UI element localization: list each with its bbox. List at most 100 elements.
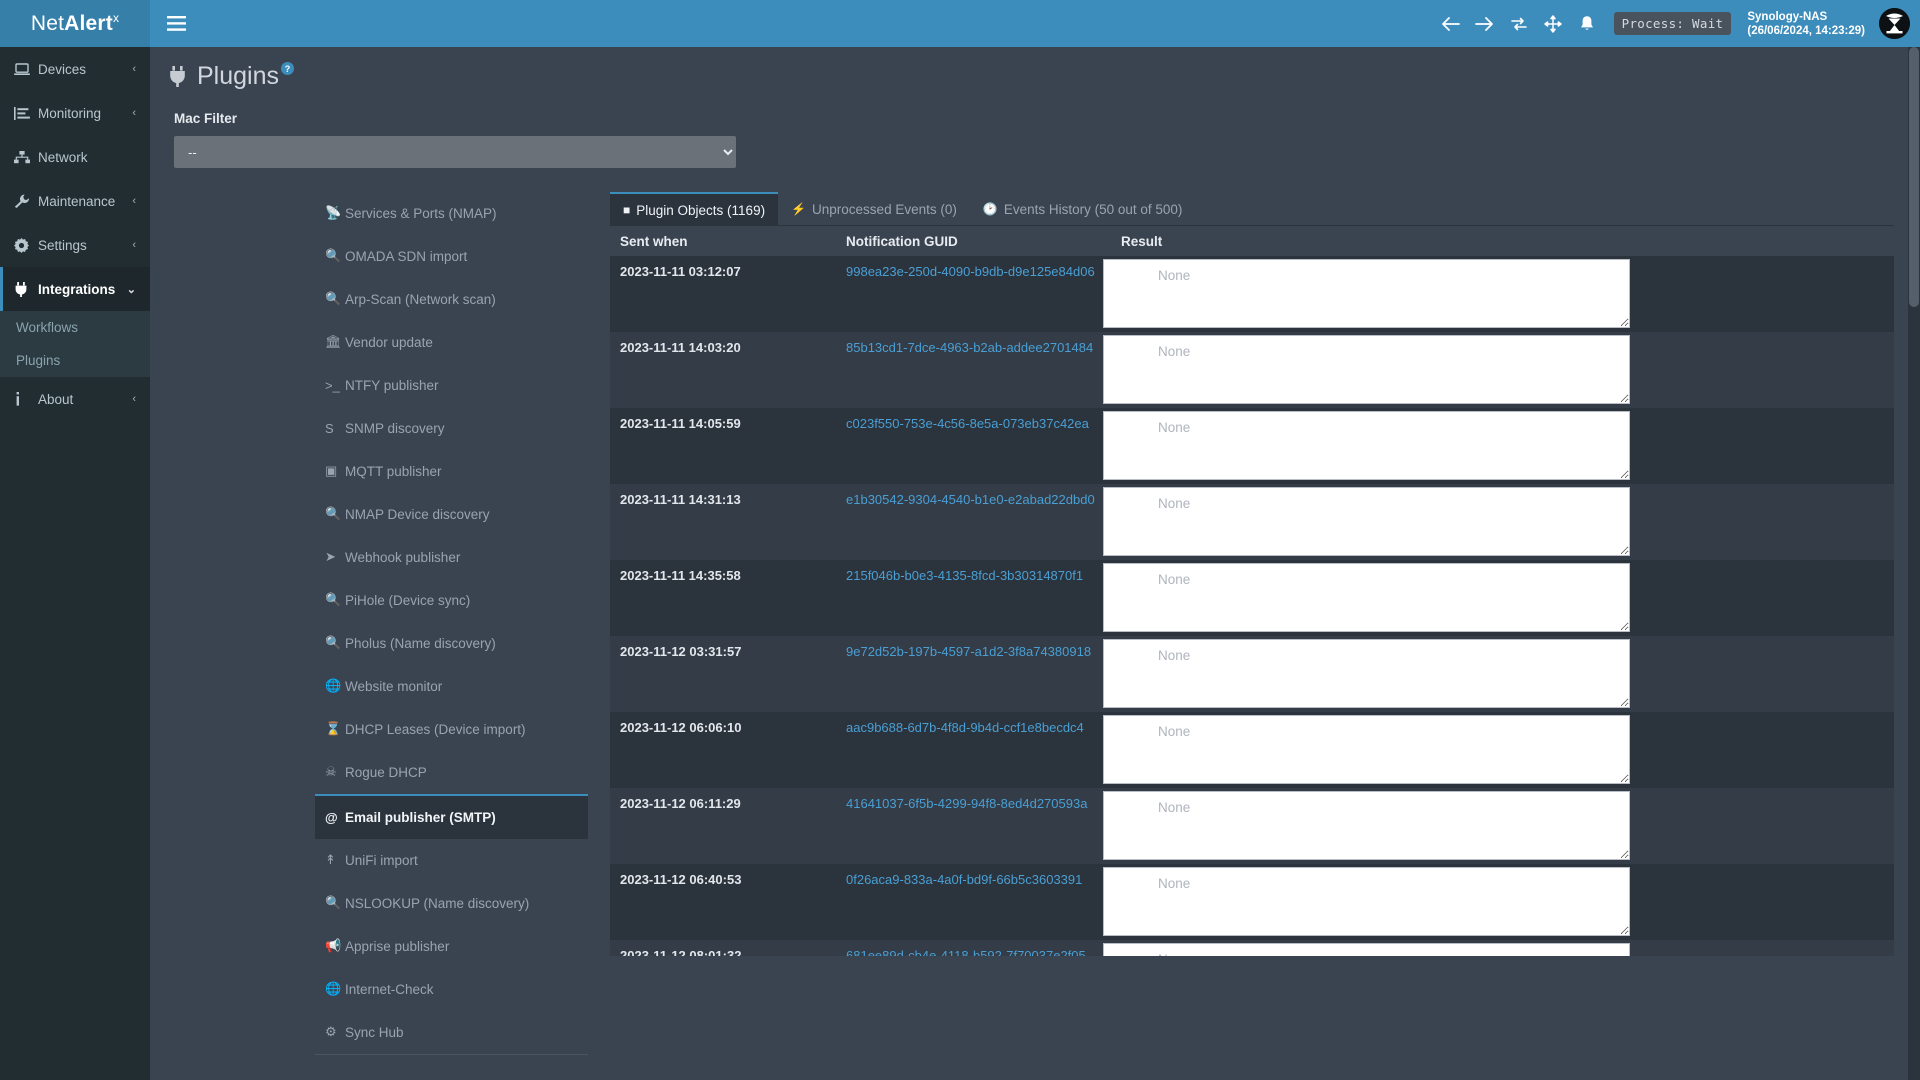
tab-events-history[interactable]: 🕑 Events History (50 out of 500) xyxy=(970,192,1196,226)
result-textarea[interactable] xyxy=(1103,791,1630,860)
plugin-item[interactable]: 📢 Apprise publisher xyxy=(315,925,588,968)
plugin-item[interactable]: ⌛ DHCP Leases (Device import) xyxy=(315,708,588,751)
result-textarea[interactable] xyxy=(1103,867,1630,936)
plugin-item[interactable]: ➤ Webhook publisher xyxy=(315,536,588,579)
plugin-item[interactable]: 🔍 NSLOOKUP (Name discovery) xyxy=(315,882,588,925)
cell-notification-guid[interactable]: 85b13cd1-7dce-4963-b2ab-addee2701484 xyxy=(846,340,1094,355)
search-icon: 🔍 xyxy=(325,895,342,910)
plugin-item-label: NMAP Device discovery xyxy=(345,506,490,522)
plugin-item[interactable]: 🔍 NMAP Device discovery xyxy=(315,493,588,536)
plugin-item[interactable]: 🔍 PiHole (Device sync) xyxy=(315,579,588,622)
cell-notification-guid[interactable]: 41641037-6f5b-4299-94f8-8ed4d270593a xyxy=(846,796,1088,811)
bell-icon[interactable] xyxy=(1570,0,1604,47)
plugin-item-selected[interactable]: @ Email publisher (SMTP) xyxy=(315,794,588,839)
result-textarea[interactable] xyxy=(1103,639,1630,708)
tab-plugin-objects[interactable]: ■ Plugin Objects (1169) xyxy=(610,192,779,226)
chevron-left-icon: ‹ xyxy=(132,63,136,75)
avatar[interactable] xyxy=(1879,8,1910,39)
plugin-item[interactable]: 🔍 Pholus (Name discovery) xyxy=(315,622,588,665)
table-row[interactable]: 2023-11-12 06:11:29 41641037-6f5b-4299-9… xyxy=(610,788,1894,864)
result-textarea[interactable] xyxy=(1103,259,1630,328)
table-row[interactable]: 2023-11-11 14:35:58 215f046b-b0e3-4135-8… xyxy=(610,560,1894,636)
cell-notification-guid[interactable]: e1b30542-9304-4540-b1e0-e2abad22dbd0 xyxy=(846,492,1095,507)
forward-arrow-icon[interactable] xyxy=(1468,0,1502,47)
plugin-item[interactable]: ⚙ Sync Hub xyxy=(315,1011,588,1054)
result-textarea[interactable] xyxy=(1103,943,1630,956)
table-row[interactable]: 2023-11-11 14:05:59 c023f550-753e-4c56-8… xyxy=(610,408,1894,484)
plugin-objects-table: Sent when Notification GUID Result 2023-… xyxy=(610,226,1894,956)
table-row[interactable]: 2023-11-11 03:12:07 998ea23e-250d-4090-b… xyxy=(610,256,1894,332)
table-row[interactable]: 2023-11-12 06:40:53 0f26aca9-833a-4a0f-b… xyxy=(610,864,1894,940)
plugin-item-label: Webhook publisher xyxy=(345,549,461,565)
broadcast-icon: 📡 xyxy=(325,205,342,220)
plugin-item[interactable]: 🌐 Internet-Check xyxy=(315,968,588,1011)
result-textarea[interactable] xyxy=(1103,715,1630,784)
cell-result xyxy=(1101,332,1894,404)
cell-notification-guid[interactable]: 9e72d52b-197b-4597-a1d2-3f8a74380918 xyxy=(846,644,1092,659)
sidebar-item-devices[interactable]: Devices ‹ xyxy=(0,47,150,91)
chevron-left-icon: ‹ xyxy=(132,393,136,405)
sidebar-item-about[interactable]: About ‹ xyxy=(0,377,150,421)
plugin-item[interactable]: 📡 Services & Ports (NMAP) xyxy=(315,192,588,235)
app-brand[interactable]: NetAlertx xyxy=(0,0,150,47)
content-columns: 📡 Services & Ports (NMAP) 🔍 OMADA SDN impo… xyxy=(150,168,1920,1055)
scrollbar-thumb[interactable] xyxy=(1909,47,1919,307)
host-time: (26/06/2024, 14:23:29) xyxy=(1747,24,1865,37)
plugin-item[interactable]: 🔍 OMADA SDN import xyxy=(315,235,588,278)
cell-notification-guid[interactable]: 681ee89d-cb4e-4118-b592-7f70037e2f05 xyxy=(846,948,1086,956)
refresh-icon[interactable] xyxy=(1502,0,1536,47)
cell-notification-guid[interactable]: aac9b688-6d7b-4f8d-9b4d-ccf1e8becdc4 xyxy=(846,720,1084,735)
plugin-item[interactable]: >_ NTFY publisher xyxy=(315,364,588,407)
plugin-item[interactable]: ☠ Rogue DHCP xyxy=(315,751,588,794)
result-textarea[interactable] xyxy=(1103,411,1630,480)
sidebar-item-workflows[interactable]: Workflows xyxy=(0,311,150,344)
plugin-item[interactable]: S SNMP discovery xyxy=(315,407,588,450)
cell-notification-guid[interactable]: 215f046b-b0e3-4135-8fcd-3b30314870f1 xyxy=(846,568,1084,583)
page-title: Plugins xyxy=(197,62,279,90)
table-row[interactable]: 2023-11-12 03:31:57 9e72d52b-197b-4597-a… xyxy=(610,636,1894,712)
plugin-item-label: SNMP discovery xyxy=(345,420,445,436)
user-secret-icon: ☠ xyxy=(325,764,337,779)
table-body: 2023-11-11 03:12:07 998ea23e-250d-4090-b… xyxy=(610,256,1894,956)
mac-filter-select[interactable]: -- xyxy=(174,136,736,168)
sidebar-item-monitoring[interactable]: Monitoring ‹ xyxy=(0,91,150,135)
plugin-item[interactable]: ▣ MQTT publisher xyxy=(315,450,588,493)
back-arrow-icon[interactable] xyxy=(1434,0,1468,47)
plugin-item-label: UniFi import xyxy=(345,852,418,868)
sidebar-item-settings[interactable]: Settings ‹ xyxy=(0,223,150,267)
sidebar-item-maintenance[interactable]: Maintenance ‹ xyxy=(0,179,150,223)
plugin-item[interactable]: 🔍 Arp-Scan (Network scan) xyxy=(315,278,588,321)
sidebar-submenu: Workflows Plugins xyxy=(0,311,150,377)
plugin-item[interactable]: ↟ UniFi import xyxy=(315,839,588,882)
sidebar-item-label: About xyxy=(38,391,74,407)
sidebar-item-network[interactable]: Network xyxy=(0,135,150,179)
result-textarea[interactable] xyxy=(1103,563,1630,632)
table-row[interactable]: 2023-11-11 14:31:13 e1b30542-9304-4540-b… xyxy=(610,484,1894,560)
top-bar: NetAlertx Process: Wait Synology-NAS (26… xyxy=(0,0,1920,47)
table-row[interactable]: 2023-11-12 08:01:32 681ee89d-cb4e-4118-b… xyxy=(610,940,1894,956)
page-scrollbar[interactable] xyxy=(1908,47,1920,1080)
table-row[interactable]: 2023-11-12 06:06:10 aac9b688-6d7b-4f8d-9… xyxy=(610,712,1894,788)
tab-label: Unprocessed Events (0) xyxy=(812,201,957,217)
sidebar-item-integrations[interactable]: Integrations ⌄ xyxy=(0,267,150,311)
cell-result xyxy=(1101,636,1894,708)
table-row[interactable]: 2023-11-11 14:03:20 85b13cd1-7dce-4963-b… xyxy=(610,332,1894,408)
help-icon[interactable]: ? xyxy=(281,62,294,75)
result-textarea[interactable] xyxy=(1103,487,1630,556)
table-header-row: Sent when Notification GUID Result xyxy=(610,226,1894,256)
column-header-notification-guid: Notification GUID xyxy=(846,233,958,249)
result-textarea[interactable] xyxy=(1103,335,1630,404)
plugin-item[interactable]: 🌐 Website monitor xyxy=(315,665,588,708)
plugin-item[interactable]: 🏛 Vendor update xyxy=(315,321,588,364)
cell-notification-guid[interactable]: c023f550-753e-4c56-8e5a-073eb37c42ea xyxy=(846,416,1089,431)
hamburger-icon[interactable] xyxy=(150,0,202,47)
plugin-item-label: MQTT publisher xyxy=(345,463,442,479)
sidebar-item-plugins[interactable]: Plugins xyxy=(0,344,150,377)
tab-unprocessed-events[interactable]: ⚡ Unprocessed Events (0) xyxy=(778,192,970,226)
cell-result xyxy=(1101,256,1894,328)
cell-notification-guid[interactable]: 998ea23e-250d-4090-b9db-d9e125e84d06 xyxy=(846,264,1095,279)
cell-sent-when: 2023-11-12 06:40:53 xyxy=(620,872,742,887)
chevron-left-icon: ‹ xyxy=(132,195,136,207)
cell-notification-guid[interactable]: 0f26aca9-833a-4a0f-bd9f-66b5c3603391 xyxy=(846,872,1083,887)
move-icon[interactable] xyxy=(1536,0,1570,47)
